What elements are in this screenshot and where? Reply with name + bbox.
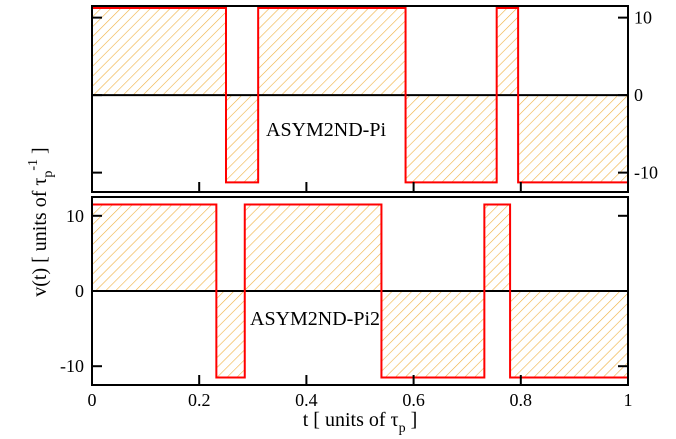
top-annotation: ASYM2ND-Pi	[266, 119, 386, 141]
bottom-fill-segment-4	[484, 204, 511, 291]
x-axis-label: t [ units of τp ]	[303, 409, 417, 436]
bottom-fill-segment-1	[216, 291, 245, 378]
bottom-fill-segment-0	[92, 204, 217, 291]
top-ytick-label-2: -10	[634, 163, 658, 183]
top-frame	[91, 5, 629, 193]
bottom-xtick-label-3: 0.6	[402, 390, 425, 410]
bottom-xtick-label-1: 0.2	[188, 390, 211, 410]
top-hatched-fill	[92, 7, 628, 183]
bottom-xtick-label-4: 0.8	[510, 390, 533, 410]
x-axis-label-main: t [ units of τ	[303, 409, 399, 431]
top-ytick-label-1: 0	[634, 85, 643, 105]
top-fill-segment-2	[258, 7, 406, 96]
bottom-annotation: ASYM2ND-Pi2	[250, 308, 380, 330]
top-fill-segment-5	[518, 95, 628, 183]
bottom-panel: 100-10 0 0.2 0.4 0.6 0.8 1 ASYM2ND-Pi2	[60, 196, 633, 410]
top-fill-segment-1	[226, 95, 259, 183]
top-fill-segment-0	[92, 7, 226, 96]
y-axis-label-close: ]	[29, 147, 51, 159]
bottom-x-axis: 0 0.2 0.4 0.6 0.8 1	[88, 375, 633, 410]
x-axis-label-sub: p	[399, 421, 406, 436]
bottom-step-line	[92, 203, 628, 379]
top-y-axis: 10 0 -10	[92, 8, 658, 183]
top-fill-segment-4	[496, 7, 519, 96]
y-axis-label: v(t) [ units of τp-1 ]	[26, 147, 56, 296]
top-x-axis	[91, 182, 629, 192]
bottom-xtick-label-5: 1	[624, 390, 633, 410]
bottom-fill-segment-3	[381, 291, 485, 378]
bottom-y-axis: 10 0 -10	[60, 206, 628, 376]
bottom-fill-segment-2	[244, 204, 382, 291]
y-axis-label-main: v(t) [ units of τ	[29, 178, 51, 297]
top-ytick-label-0: 10	[634, 8, 652, 28]
top-panel: 10 0 -10 ASYM2ND-Pi	[91, 5, 658, 193]
top-fill-segment-3	[405, 95, 497, 183]
bottom-xtick-label-0: 0	[88, 390, 97, 410]
top-step-line	[92, 6, 628, 184]
y-axis-label-sup: -1	[26, 159, 41, 171]
bottom-ytick-label-1: 0	[75, 281, 84, 301]
bottom-ytick-label-2: -10	[60, 356, 84, 376]
x-axis-label-close: ]	[406, 409, 418, 431]
bottom-fill-segment-5	[510, 291, 628, 378]
bottom-ytick-label-0: 10	[66, 206, 84, 226]
bottom-hatched-fill	[92, 204, 628, 378]
bottom-xtick-label-2: 0.4	[295, 390, 318, 410]
y-axis-label-sub: p	[41, 171, 56, 178]
